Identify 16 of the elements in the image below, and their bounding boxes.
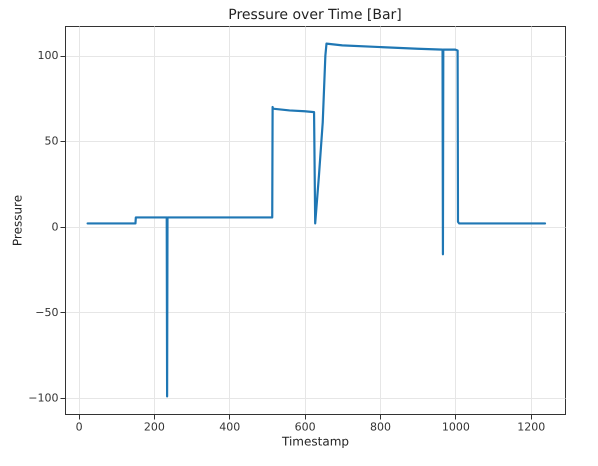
y-tick-label: 50 <box>44 134 58 148</box>
x-tick-label: 1200 <box>517 420 546 434</box>
y-tick-label: −50 <box>35 306 58 319</box>
x-tick-label: 1000 <box>442 420 470 434</box>
x-tick-label: 400 <box>219 420 240 434</box>
y-tick-label: −100 <box>28 392 58 405</box>
y-tick-label: 100 <box>38 49 58 62</box>
x-tick-label: 600 <box>294 420 316 434</box>
x-tick-label: 0 <box>76 420 83 434</box>
line-series <box>86 42 546 398</box>
y-axis-title: Pressure <box>10 194 24 246</box>
x-axis-title: Timestamp <box>281 434 349 448</box>
y-tick-label: 0 <box>52 220 58 234</box>
x-tick-label: 800 <box>370 420 391 434</box>
chart-title: Pressure over Time [Bar] <box>228 7 402 23</box>
x-tick-label: 200 <box>144 420 165 434</box>
